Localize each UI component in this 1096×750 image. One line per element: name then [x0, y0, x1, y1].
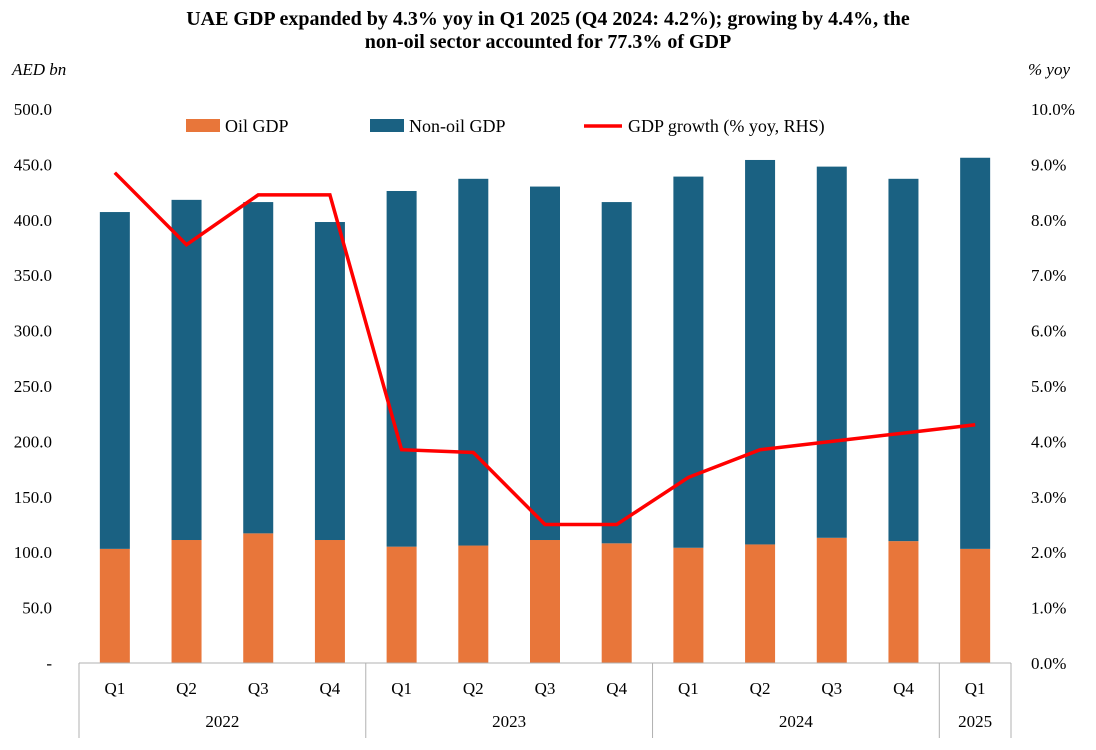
right-axis-unit: % yoy: [1027, 60, 1070, 79]
y2-axis-tick-label: 9.0%: [1031, 155, 1066, 174]
y-axis-tick-label: 250.0: [14, 377, 52, 396]
chart-title-line-2: non-oil sector accounted for 77.3% of GD…: [364, 31, 732, 53]
non-oil-gdp-bar: [458, 178, 489, 546]
y-axis-tick-label: 400.0: [14, 211, 52, 230]
non-oil-gdp-bar: [673, 176, 704, 548]
oil-gdp-bar: [243, 533, 274, 663]
gdp-growth-line: [113, 171, 976, 527]
oil-gdp-bar: [458, 545, 489, 663]
y2-axis-tick-label: 3.0%: [1031, 488, 1066, 507]
y2-axis-tick-label: 6.0%: [1031, 322, 1066, 341]
oil-gdp-bar: [745, 544, 776, 663]
oil-gdp-bar: [601, 543, 632, 663]
legend-oil-swatch: [186, 119, 220, 132]
x-axis-tick-label: Q3: [821, 679, 842, 698]
non-oil-gdp-bar: [171, 199, 202, 541]
x-axis-tick-label: Q2: [176, 679, 197, 698]
legend-nonoil-swatch: [370, 119, 404, 132]
x-axis-tick-label: Q1: [104, 679, 125, 698]
non-oil-gdp-bar: [888, 178, 919, 542]
x-axis-tick-label: Q1: [391, 679, 412, 698]
x-axis-tick-label: Q4: [893, 679, 914, 698]
oil-gdp-bar: [530, 540, 560, 663]
left-axis-unit: AED bn: [12, 60, 67, 79]
y-axis-tick-label: 150.0: [14, 488, 52, 507]
x-axis-tick-label: Q4: [320, 679, 341, 698]
non-oil-gdp-bar: [386, 190, 417, 547]
oil-gdp-bar: [99, 548, 130, 663]
non-oil-gdp-bar: [530, 186, 560, 541]
oil-gdp-bar: [386, 546, 417, 663]
legend-growth-label: GDP growth (% yoy, RHS): [628, 116, 825, 137]
y2-axis-tick-label: 5.0%: [1031, 377, 1066, 396]
x-axis-tick-label: Q3: [248, 679, 269, 698]
x-axis-tick-label: Q1: [678, 679, 699, 698]
x-axis-tick-label: Q4: [606, 679, 627, 698]
legend-nonoil-label: Non-oil GDP: [409, 116, 506, 136]
y-axis-tick-label: -: [46, 654, 52, 673]
x-axis-tick-label: Q2: [750, 679, 771, 698]
chart-title-line-1: UAE GDP expanded by 4.3% yoy in Q1 2025 …: [186, 8, 910, 30]
y-axis-tick-label: 50.0: [22, 599, 52, 618]
y2-axis-tick-label: 8.0%: [1031, 211, 1066, 230]
y2-axis-tick-label: 0.0%: [1031, 654, 1066, 673]
oil-gdp-bar: [171, 540, 202, 663]
non-oil-gdp-bar: [601, 202, 632, 544]
non-oil-gdp-bar: [314, 222, 345, 541]
y2-axis-tick-label: 2.0%: [1031, 543, 1066, 562]
y-axis-tick-label: 100.0: [14, 543, 52, 562]
non-oil-gdp-bar: [243, 202, 274, 534]
x-axis-group-label: 2025: [958, 712, 992, 731]
y-axis-tick-label: 200.0: [14, 432, 52, 451]
y-axis-tick-label: 500.0: [14, 100, 52, 119]
legend-oil-label: Oil GDP: [225, 116, 289, 136]
oil-gdp-bar: [673, 547, 704, 663]
chart-title: UAE GDP expanded by 4.3% yoy in Q1 2025 …: [0, 8, 1096, 54]
legend: Oil GDP Non-oil GDP GDP growth (% yoy, R…: [186, 116, 825, 137]
x-axis-tick-label: Q2: [463, 679, 484, 698]
y2-axis-tick-label: 4.0%: [1031, 432, 1066, 451]
non-oil-gdp-bar: [960, 157, 991, 549]
oil-gdp-bar: [960, 548, 991, 663]
x-axis-group-label: 2022: [205, 712, 239, 731]
oil-gdp-bar: [816, 537, 847, 663]
non-oil-gdp-bar: [99, 212, 130, 549]
non-oil-gdp-bar: [816, 166, 847, 538]
y-axis-tick-label: 300.0: [14, 322, 52, 341]
y2-axis-tick-label: 1.0%: [1031, 599, 1066, 618]
x-axis-group-label: 2024: [779, 712, 814, 731]
plot-area: - 50.0 100.0 150.0 200.0 250.0 300.0 350.0 400.0…: [14, 100, 1075, 738]
y2-axis-tick-label: 7.0%: [1031, 266, 1066, 285]
x-axis-tick-label: Q3: [535, 679, 556, 698]
x-axis-tick-label: Q1: [965, 679, 986, 698]
non-oil-gdp-bar: [745, 159, 776, 545]
y-axis-tick-label: 450.0: [14, 155, 52, 174]
y-axis-tick-label: 350.0: [14, 266, 52, 285]
oil-gdp-bar: [314, 540, 345, 663]
x-axis-group-label: 2023: [492, 712, 526, 731]
y2-axis-tick-label: 10.0%: [1031, 100, 1075, 119]
oil-gdp-bar: [888, 541, 919, 663]
